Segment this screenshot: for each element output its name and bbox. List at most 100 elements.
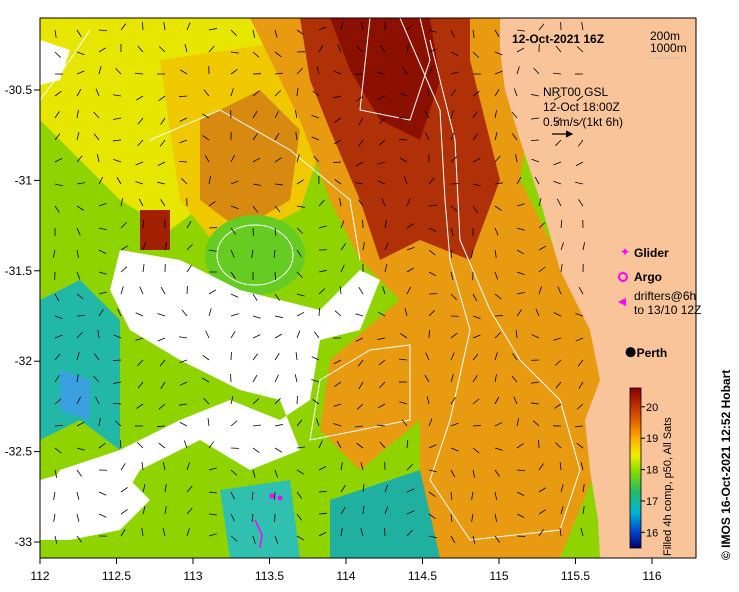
current-vector — [576, 442, 584, 449]
current-vector — [120, 509, 128, 515]
current-vector — [159, 139, 166, 147]
current-vector — [538, 487, 546, 493]
current-vector — [406, 463, 413, 471]
current-vector — [336, 440, 342, 449]
current-vector — [472, 447, 480, 454]
current-vector — [54, 398, 62, 405]
current-vector — [136, 442, 144, 449]
current-vector — [553, 72, 562, 75]
current-vector — [450, 293, 457, 300]
current-vector — [142, 264, 145, 273]
current-vector — [450, 469, 456, 478]
current-vector — [576, 95, 584, 102]
current-vector — [160, 286, 166, 295]
glider-legend-label: Glider — [634, 246, 669, 260]
current-vector — [340, 264, 345, 273]
current-vector — [360, 528, 364, 537]
current-vector — [472, 469, 476, 478]
current-vector — [98, 291, 107, 295]
current-vector — [296, 419, 303, 427]
current-vector — [274, 293, 280, 301]
current-vector — [513, 88, 518, 97]
current-vector — [230, 180, 239, 185]
current-vector — [274, 424, 283, 427]
current-vector — [472, 398, 480, 405]
current-vector — [538, 198, 542, 207]
current-vector — [252, 110, 258, 119]
current-vector — [472, 334, 481, 339]
current-vector — [471, 491, 474, 500]
drifter-legend-line2: to 13/10 12Z — [634, 303, 701, 317]
current-vector — [115, 67, 122, 75]
current-vector — [113, 381, 122, 384]
current-vector — [113, 117, 122, 120]
current-vector — [494, 447, 503, 451]
current-vector — [162, 462, 166, 471]
current-vector — [113, 139, 122, 142]
current-vector — [76, 88, 82, 97]
current-vector — [538, 286, 542, 295]
current-vector — [557, 286, 562, 295]
current-vector — [472, 315, 481, 319]
current-vector — [207, 418, 210, 427]
current-vector — [311, 379, 320, 383]
current-vector — [252, 535, 256, 544]
current-vector — [230, 420, 238, 427]
current-vector — [274, 447, 282, 453]
current-vector — [135, 95, 144, 101]
current-vector — [296, 67, 303, 75]
sst-orange-tongue — [250, 18, 600, 558]
current-vector — [553, 180, 562, 185]
current-vector — [471, 513, 474, 522]
current-vector — [377, 95, 386, 100]
current-vector — [511, 375, 518, 383]
current-vector — [401, 419, 408, 427]
current-vector — [316, 66, 320, 75]
current-vector — [54, 353, 61, 361]
current-vector — [208, 513, 217, 516]
current-vector — [137, 139, 144, 147]
current-vector — [142, 21, 144, 31]
current-vector — [178, 160, 188, 163]
current-vector — [340, 507, 346, 515]
contour-west — [149, 109, 361, 261]
current-vector — [164, 242, 168, 251]
y-tick-label: -30.5 — [5, 83, 33, 97]
current-vector — [113, 334, 122, 339]
current-vector — [252, 315, 261, 319]
current-vector — [428, 491, 436, 498]
current-vector — [494, 182, 503, 185]
current-vector — [516, 443, 524, 449]
current-vector — [120, 286, 124, 295]
current-vector — [379, 117, 386, 124]
current-vector — [98, 309, 104, 317]
current-vector — [399, 157, 408, 163]
current-vector — [515, 154, 518, 163]
current-vector — [318, 466, 327, 471]
current-vector — [340, 220, 345, 229]
current-vector — [230, 313, 239, 317]
current-vector — [340, 243, 346, 251]
current-vector — [274, 90, 282, 97]
current-vector — [296, 227, 304, 234]
x-tick-label: 115.5 — [561, 569, 590, 583]
current-vector — [339, 198, 342, 207]
current-vector — [158, 403, 166, 410]
current-vector — [379, 441, 386, 449]
current-vector — [252, 398, 260, 405]
current-vector — [120, 245, 129, 251]
current-vector — [582, 484, 585, 493]
current-vector — [532, 420, 540, 427]
current-vector — [357, 359, 364, 367]
current-vector — [377, 161, 386, 165]
current-vector — [516, 271, 525, 275]
current-vector — [76, 491, 80, 500]
current-vector — [428, 469, 437, 473]
current-vector — [384, 220, 387, 229]
current-vector — [230, 88, 234, 97]
current-vector — [274, 132, 280, 141]
current-vector — [531, 158, 540, 163]
current-vector — [533, 67, 540, 75]
current-vector — [274, 205, 281, 213]
current-vector — [160, 117, 166, 125]
